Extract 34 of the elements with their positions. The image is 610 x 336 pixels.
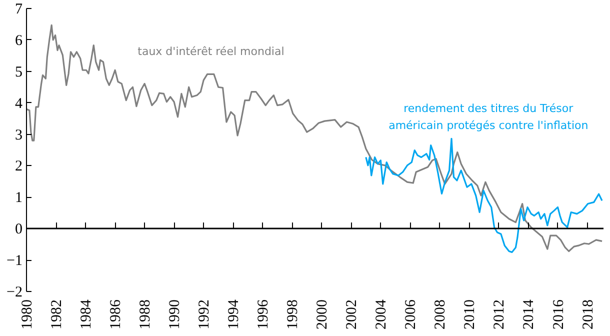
x-tick-label: 2018 xyxy=(580,300,596,330)
text: taux d'intérêt réel mondial xyxy=(138,44,284,58)
y-tick-label: 1 xyxy=(15,190,22,206)
text: rendement des titres du Trésor américain protégés contre l'inflation xyxy=(388,102,588,132)
x-tick-label: 2002 xyxy=(344,300,360,330)
x-tick-label: 1984 xyxy=(78,299,95,330)
x-tick-label: 2010 xyxy=(462,300,478,330)
y-tick-label: 3 xyxy=(15,127,22,144)
x-tick-label: 1992 xyxy=(196,300,213,330)
x-tick-label: 2012 xyxy=(492,300,508,330)
line-series xyxy=(365,138,603,253)
line-series xyxy=(26,24,603,252)
x-tick-label: 1990 xyxy=(167,300,184,330)
x-tick-label: 2000 xyxy=(314,300,331,330)
y-tick-label: −2 xyxy=(6,284,23,300)
y-tick-label: 2 xyxy=(15,158,22,175)
y-tick-label: 4 xyxy=(15,96,23,112)
x-tick-label: 1996 xyxy=(256,299,272,330)
y-tick-label: −1 xyxy=(6,253,23,270)
y-tick-label: 5 xyxy=(15,64,22,80)
x-tick-label: 1980 xyxy=(20,300,36,330)
x-tick-label: 1982 xyxy=(49,300,66,330)
y-tick-label: 7 xyxy=(15,2,23,18)
x-tick-label: 1994 xyxy=(226,299,242,330)
x-tick-label: 2006 xyxy=(403,299,420,330)
x-tick-label: 1998 xyxy=(285,300,302,330)
y-tick-label: 0 xyxy=(15,222,22,238)
x-tick-label: 2014 xyxy=(521,299,538,330)
x-tick-label: 1988 xyxy=(138,300,154,330)
x-tick-label: 2008 xyxy=(432,300,449,330)
x-tick-label: 2016 xyxy=(550,299,567,330)
x-tick-label: 2004 xyxy=(374,299,390,330)
y-tick-label: 6 xyxy=(15,32,23,49)
x-tick-label: 1986 xyxy=(108,299,124,330)
